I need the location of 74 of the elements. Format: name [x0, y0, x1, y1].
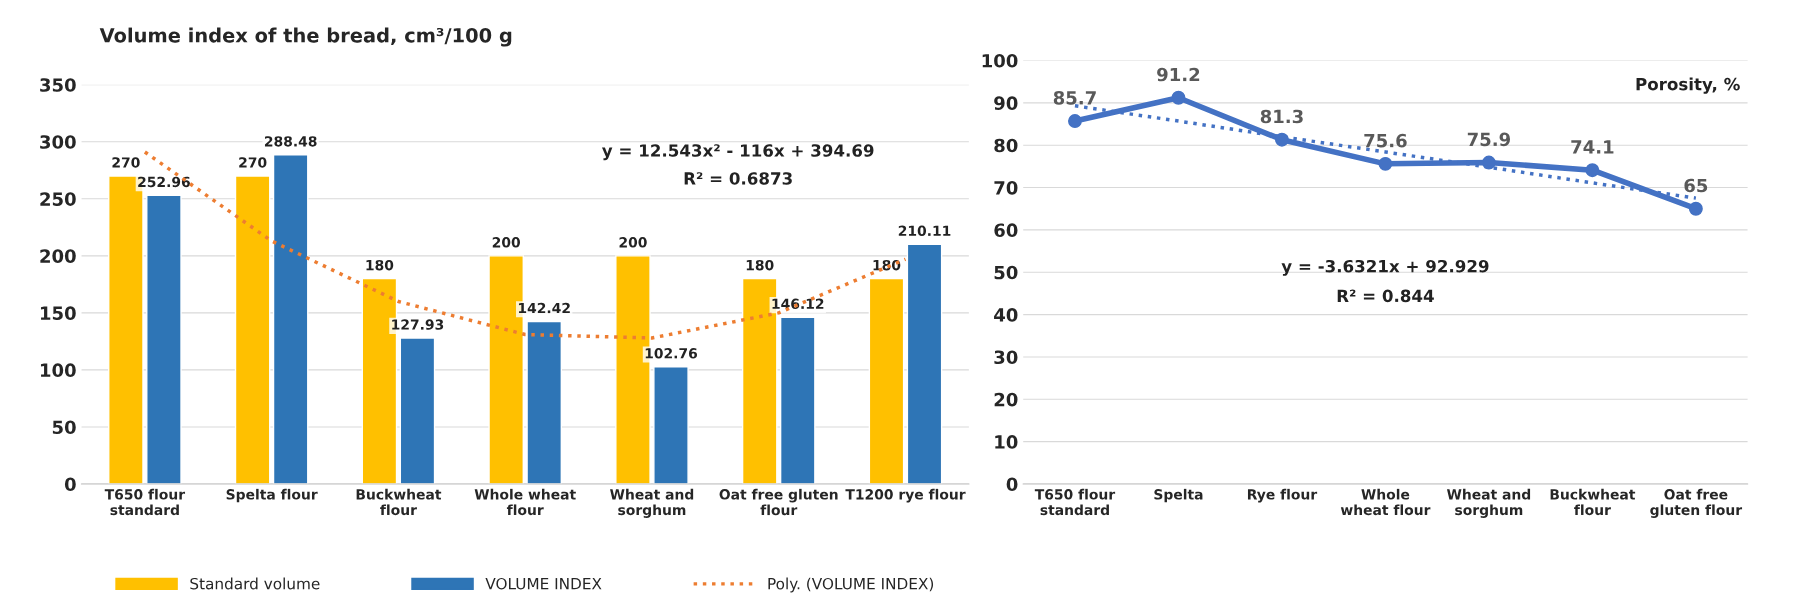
y-tick-label: 10: [995, 435, 1018, 449]
x-tick-label: Rye flour: [1247, 488, 1318, 503]
y-tick-label: 60: [994, 223, 1018, 238]
y-tick-label: 20: [994, 392, 1018, 407]
data-label: 210.11: [898, 225, 951, 237]
data-label: 127.93: [392, 319, 444, 330]
x-tick-label: Oat free gluten flour: [719, 488, 838, 516]
y-tick-label: 100: [982, 53, 1018, 68]
data-label: 75.6: [1364, 133, 1407, 148]
y-tick-label: 0: [64, 477, 76, 492]
x-tick-label: T1200 rye flour: [845, 488, 966, 503]
point: [1688, 201, 1703, 216]
legend-label: Poly. (VOLUME INDEX): [768, 577, 934, 593]
x-tick-label: Buckwheat flour: [356, 488, 442, 516]
x-tick-label: Oat free gluten flour: [1650, 488, 1743, 518]
data-label: 200: [492, 237, 521, 248]
bar: [272, 154, 309, 484]
y-tick-label: 0: [1006, 477, 1018, 492]
data-label: 81.3: [1260, 109, 1303, 124]
bar: [234, 175, 271, 484]
chart-title: Volume index of the bread, cm³/100 g: [99, 27, 512, 47]
data-label: 270: [112, 157, 140, 168]
bar: [399, 337, 436, 484]
x-tick-label: Wheat and sorghum: [610, 488, 694, 518]
data-label: 74.1: [1571, 140, 1614, 154]
y-tick-label: 70: [994, 181, 1018, 195]
legend-label: VOLUME INDEX: [485, 577, 602, 590]
data-label: 200: [619, 237, 647, 248]
annotation: y = 12.543x² - 116x + 394.69: [602, 144, 874, 161]
x-tick-label: Buckwheat flour: [1550, 488, 1636, 516]
x-tick-label: T650 flour standard: [1034, 488, 1116, 516]
y-tick-label: 90: [994, 96, 1018, 110]
bar: [146, 194, 182, 484]
point: [1378, 156, 1393, 171]
bar: [906, 243, 943, 484]
annotation: y = -3.6321x + 92.929: [1281, 259, 1489, 276]
y-tick-label: 50: [52, 420, 76, 435]
data-label: 91.2: [1157, 67, 1200, 82]
y-tick-label: 350: [40, 78, 76, 92]
data-label: 252.96: [138, 176, 190, 188]
x-tick-label: Spelta flour: [226, 488, 318, 503]
data-label: 180: [746, 259, 774, 271]
y-tick-label: 300: [40, 135, 76, 149]
annotation: R² = 0.6873: [684, 172, 792, 185]
bar: [868, 277, 905, 484]
y-tick-label: 100: [40, 363, 76, 378]
y-tick-label: 250: [40, 192, 76, 206]
annotation: R² = 0.844: [1337, 289, 1434, 303]
x-tick-label: Whole wheat flour: [474, 488, 576, 516]
annotation: Porosity, %: [1636, 77, 1740, 94]
y-tick-label: 50: [994, 265, 1018, 280]
data-label: 75.9: [1467, 132, 1511, 147]
data-label: 270: [239, 157, 267, 168]
point: [1068, 114, 1082, 129]
data-label: 180: [366, 259, 394, 271]
y-tick-label: 30: [994, 350, 1018, 365]
x-tick-label: T650 flour standard: [104, 488, 186, 516]
y-tick-label: 80: [994, 138, 1018, 153]
y-tick-label: 40: [994, 308, 1018, 322]
legend-label: Standard volume: [190, 577, 320, 590]
data-label: 288.48: [264, 136, 317, 147]
data-label: 65: [1684, 178, 1708, 193]
data-label: 102.76: [645, 348, 698, 359]
data-label: 85.7: [1053, 90, 1096, 105]
bar: [653, 366, 689, 484]
x-tick-label: Whole wheat flour: [1340, 488, 1431, 516]
point: [1171, 90, 1186, 105]
y-tick-label: 200: [40, 249, 76, 263]
x-tick-label: Spelta: [1154, 488, 1203, 503]
point: [1585, 163, 1600, 178]
x-tick-label: Wheat and sorghum: [1446, 488, 1531, 518]
y-tick-label: 150: [40, 306, 76, 320]
data-label: 142.42: [518, 302, 570, 314]
point: [1481, 155, 1496, 170]
